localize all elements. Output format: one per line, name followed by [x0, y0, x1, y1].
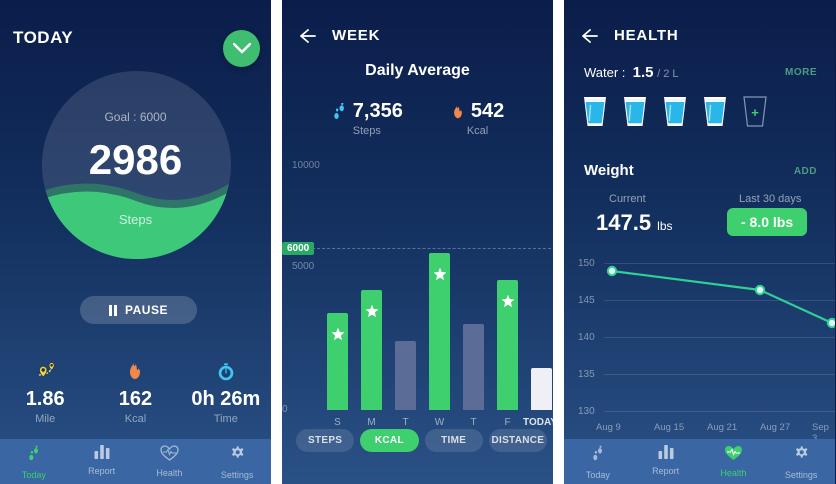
svg-text:+: + — [751, 105, 759, 120]
